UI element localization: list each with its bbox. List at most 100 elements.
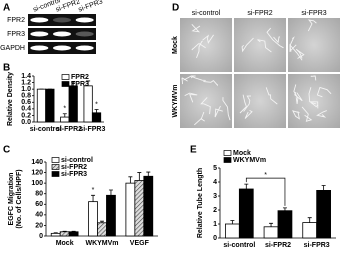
panel-label: C <box>3 145 10 156</box>
tube-structure <box>294 91 303 102</box>
y-tick-label: 0.0 <box>21 119 31 126</box>
x-tick-label: Mock <box>56 240 74 247</box>
legend-label: si-FPR3 <box>61 171 87 178</box>
error-bar <box>62 230 67 232</box>
micrograph <box>180 18 232 72</box>
significance-mark: * <box>92 187 95 194</box>
tube-structure <box>292 110 300 120</box>
error-bar <box>62 113 67 118</box>
micrograph-row-label: WKYMVm <box>172 84 179 117</box>
bar <box>125 182 136 237</box>
y-tick-label: 1.2 <box>21 79 31 86</box>
tube-structure <box>316 86 332 98</box>
error-bar <box>86 80 91 86</box>
tube-structure <box>181 77 188 85</box>
panel-label: B <box>3 63 10 74</box>
y-tick-label: 40 <box>35 212 43 219</box>
y-tick-label: 3 <box>213 193 217 200</box>
bar <box>68 231 79 237</box>
gel-band <box>30 31 49 37</box>
y-tick-label: 60 <box>35 201 43 208</box>
micrograph <box>288 18 340 72</box>
tube-structure <box>316 110 327 118</box>
bar <box>316 189 331 239</box>
bar <box>277 210 293 239</box>
micrograph-column-label: si-control <box>192 10 221 17</box>
bar <box>97 222 107 237</box>
gel-row-label: GAPDH <box>0 45 25 52</box>
y-tick-label: 0.2 <box>21 112 31 119</box>
y-axis-label: (No. of Cells/HPF) <box>16 169 23 228</box>
error-bar <box>230 220 235 224</box>
error-bar <box>71 81 76 86</box>
significance-mark: * <box>264 172 267 179</box>
bar <box>45 88 55 123</box>
tube-structure <box>241 37 254 53</box>
error-bar <box>53 232 58 234</box>
micrograph <box>234 18 286 72</box>
y-tick-label: 1.4 <box>21 73 31 80</box>
tube-structure <box>191 43 206 51</box>
tube-structure <box>196 40 203 59</box>
bar <box>225 223 240 239</box>
panel-label: D <box>172 3 179 14</box>
tube-structure <box>295 48 305 59</box>
error-bar <box>269 222 274 227</box>
y-tick-label: 20 <box>35 222 43 229</box>
y-tick-label: 140 <box>31 159 43 166</box>
error-bar <box>244 183 249 189</box>
legend-swatch <box>223 157 232 163</box>
tube-structure <box>202 34 214 44</box>
error-bar <box>128 176 133 184</box>
legend-label: si-control <box>61 157 93 164</box>
legend-label: si-FPR2 <box>61 164 87 171</box>
tube-structure <box>293 84 299 104</box>
error-bar <box>307 217 312 223</box>
gel-band <box>75 31 94 37</box>
tube-structure <box>289 43 303 61</box>
x-tick-label: si-FPR2 <box>56 126 82 133</box>
gel-band <box>53 17 71 23</box>
micrograph-row-label: Mock <box>172 36 179 54</box>
gel-band <box>30 45 49 51</box>
error-bar <box>100 220 104 223</box>
x-tick-label: si-control <box>223 242 255 249</box>
error-bar <box>137 172 142 181</box>
y-tick-label: 0.6 <box>21 99 31 106</box>
y-tick-label: 0.4 <box>21 106 31 113</box>
micrograph-column-label: si-FPR2 <box>247 10 272 17</box>
tube-structure <box>301 106 313 122</box>
error-bar <box>108 189 113 196</box>
bar <box>50 232 61 237</box>
legend-swatch <box>51 171 60 177</box>
x-tick-label: VEGF <box>130 240 150 247</box>
tube-structure <box>308 87 319 109</box>
bar <box>134 180 145 237</box>
x-tick-label: si-FPR3 <box>79 126 105 133</box>
micrograph-column-label: si-FPR3 <box>301 10 326 17</box>
tube-structure <box>244 110 253 119</box>
y-tick-label: 1 <box>213 221 217 228</box>
tube-structure <box>203 80 218 87</box>
y-tick-label: 1.0 <box>21 86 31 93</box>
significance-mark: * <box>63 106 66 113</box>
bar <box>68 85 78 123</box>
x-tick-label: si-FPR3 <box>304 242 330 249</box>
micrograph <box>234 74 286 128</box>
tube-structure <box>273 36 280 44</box>
tube-structure <box>183 75 195 81</box>
gel-column-label: si-FPR3 <box>78 0 104 14</box>
error-bar <box>91 194 96 202</box>
y-tick-label: 80 <box>35 191 43 198</box>
x-tick-label: si-FPR2 <box>265 242 291 249</box>
gel-band <box>75 17 94 23</box>
y-tick-label: 4 <box>213 179 217 186</box>
bar <box>238 188 254 239</box>
legend-label: FPR2 <box>71 74 89 81</box>
gel-band <box>53 31 71 37</box>
error-bar <box>146 171 151 177</box>
legend-swatch <box>61 74 70 80</box>
tube-structure <box>265 87 278 105</box>
legend-label: WKYMVm <box>233 157 266 164</box>
